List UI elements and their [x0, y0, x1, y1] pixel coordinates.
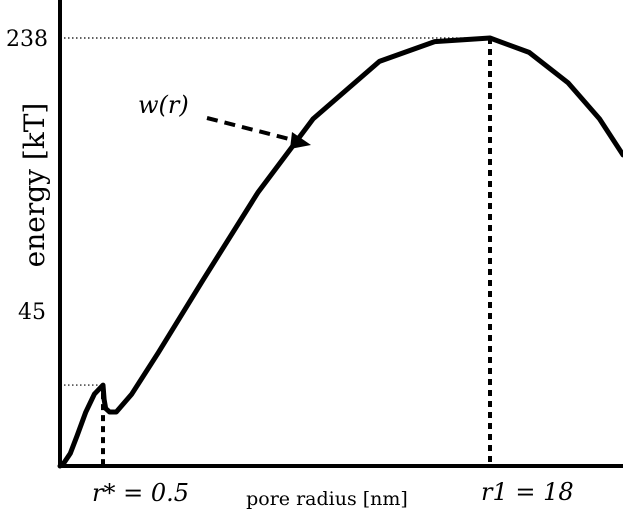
annotation-layer: w(r) — [138, 91, 311, 149]
axes — [58, 0, 623, 468]
rstar-label: r* = 0.5 — [92, 479, 189, 507]
labels-layer: energy [kT] 238 45 pore radius [nm] r* = 0.5… — [6, 27, 574, 510]
curve-annotation-label: w(r) — [138, 91, 189, 119]
annotation-arrow-line — [206, 116, 298, 143]
y-tick-238: 238 — [6, 27, 48, 52]
curve-layer — [57, 35, 623, 469]
x-axis-label: pore radius [nm] — [246, 488, 408, 510]
annotation-arrow-head — [290, 132, 311, 149]
y-axis-label: energy [kT] — [18, 103, 51, 268]
r1-label: r1 = 18 — [481, 478, 574, 506]
y-tick-45: 45 — [18, 300, 46, 325]
energy-curve — [57, 35, 623, 469]
